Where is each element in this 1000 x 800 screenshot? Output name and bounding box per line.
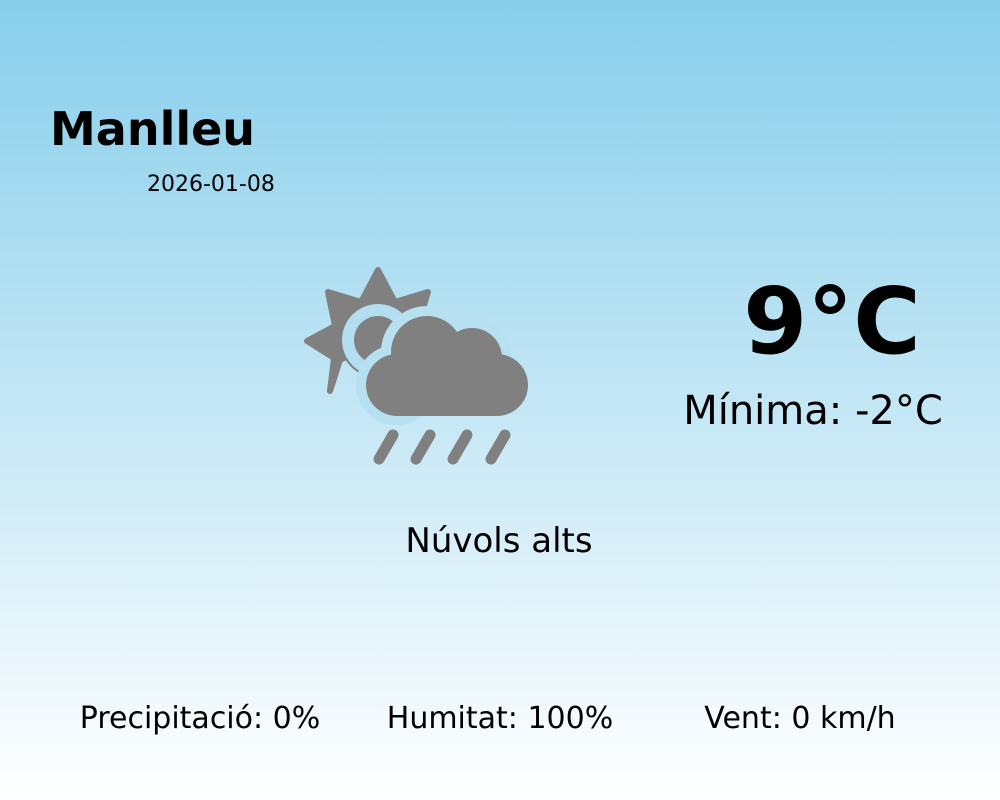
city-name: Manlleu	[50, 102, 256, 156]
wind-stat: Vent: 0 km/h	[704, 701, 896, 736]
humidity-stat: Humitat: 100%	[386, 701, 614, 736]
partly-cloudy-rain-icon	[304, 267, 528, 465]
forecast-date: 2026-01-08	[147, 172, 275, 197]
current-temperature: 9°C	[743, 268, 921, 375]
precipitation-stat: Precipitació: 0%	[79, 701, 321, 736]
minimum-temperature: Mínima: -2°C	[683, 388, 943, 434]
weather-condition: Núvols alts	[405, 521, 593, 561]
